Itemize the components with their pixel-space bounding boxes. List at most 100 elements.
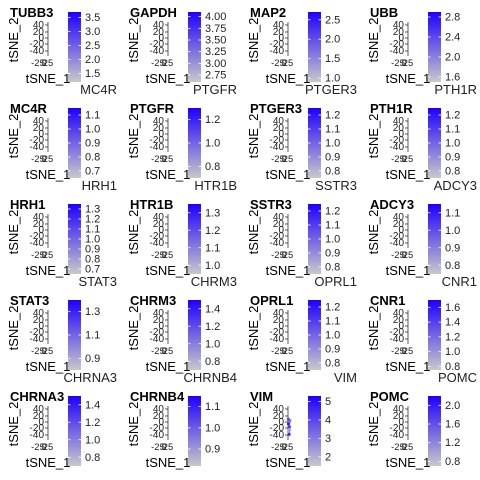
panel-title: POMC: [370, 389, 410, 404]
x-tick-label: -25: [391, 346, 405, 357]
x-tick-label: -25: [271, 442, 285, 453]
y-tick-label: 40: [393, 212, 405, 223]
colorbar-tick-label: 0.8: [85, 254, 100, 266]
y-tick-label: 20: [153, 411, 165, 422]
colorbar-tick-label: 0.8: [205, 356, 220, 368]
y-tick-label: 0: [38, 129, 44, 140]
y-tick-label: 0: [278, 321, 284, 332]
x-tick-label: 0: [401, 442, 406, 453]
x-tick-label: 0: [41, 346, 46, 357]
y-tick-label: -20: [270, 231, 285, 242]
colorbar-tick-label: 1.2: [445, 110, 460, 122]
colorbar-tick-label: 1.4: [445, 317, 460, 329]
colorbar-tick-label: 2.0: [445, 400, 460, 412]
colorbar-tick-label: 1.2: [85, 214, 100, 226]
colorbar: [428, 396, 441, 466]
panel-top-label: MC4R: [80, 82, 117, 97]
x-tick-label: 25: [283, 250, 294, 261]
y-tick-label: -40: [30, 334, 45, 345]
data-point: [287, 425, 292, 429]
colorbar-tick-label: 0.9: [325, 344, 340, 356]
x-tick-label: 0: [161, 442, 166, 453]
x-tick-label: 0: [401, 58, 406, 69]
colorbar: [308, 396, 321, 466]
panel-title: STAT3: [10, 293, 49, 308]
y-tick-label: 40: [153, 404, 165, 415]
y-tick-label: -40: [270, 430, 285, 441]
y-tick-label: 20: [33, 219, 45, 230]
panel-title: MC4R: [10, 101, 47, 116]
panel-top-label: VIM: [334, 370, 357, 385]
colorbar-tick-label: 1.1: [325, 124, 340, 136]
y-tick-label: 0: [38, 225, 44, 236]
panel-title: CHRNB4: [130, 389, 185, 404]
y-tick-label: 20: [393, 315, 405, 326]
colorbar-tick-label: 1.1: [445, 124, 460, 136]
x-axis-label: tSNE_1: [266, 167, 311, 182]
y-tick-label: -40: [150, 430, 165, 441]
x-tick-label: -25: [271, 346, 285, 357]
x-axis-label: tSNE_1: [26, 455, 71, 470]
x-tick-label: 0: [41, 250, 46, 261]
y-tick-label: 0: [38, 321, 44, 332]
x-tick-label: -25: [31, 250, 45, 261]
data-point: [288, 428, 292, 432]
colorbar-tick-label: 3: [325, 433, 331, 445]
x-tick-label: 25: [283, 346, 294, 357]
colorbar-tick-label: 1.2: [205, 321, 220, 333]
y-tick-label: 40: [273, 212, 285, 223]
x-tick-label: 0: [161, 250, 166, 261]
colorbar-tick-label: 1.0: [445, 225, 460, 237]
y-tick-label: -40: [30, 238, 45, 249]
colorbar-tick-label: 1.1: [85, 224, 100, 236]
colorbar-tick-label: 1.2: [205, 225, 220, 237]
y-tick-label: -20: [390, 39, 405, 50]
colorbar-tick-label: 1.0: [85, 234, 100, 246]
colorbar-tick-label: 0.7: [85, 166, 100, 178]
colorbar-tick-label: 1.2: [85, 417, 100, 429]
x-tick-label: 0: [401, 250, 406, 261]
y-tick-label: -40: [270, 46, 285, 57]
x-axis-label: tSNE_1: [26, 71, 71, 86]
y-tick-label: -40: [150, 46, 165, 57]
y-tick-label: 20: [393, 411, 405, 422]
panel-top-label: OPRL1: [314, 274, 357, 289]
y-tick-label: 0: [38, 417, 44, 428]
x-tick-label: 25: [43, 250, 54, 261]
y-tick-label: -20: [270, 423, 285, 434]
panel-title: TUBB3: [10, 5, 53, 20]
panel-top-label: POMC: [438, 370, 477, 385]
colorbar: [428, 204, 441, 274]
y-axis-label: tSNE_2: [126, 402, 141, 447]
colorbar-tick-label: 1.2: [205, 114, 220, 126]
y-tick-label: 0: [398, 225, 404, 236]
colorbar-tick-label: 1.2: [325, 206, 340, 218]
colorbar-tick-label: 0.9: [85, 244, 100, 256]
y-tick-label: 0: [278, 225, 284, 236]
y-tick-label: 0: [398, 417, 404, 428]
colorbar-tick-label: 0.8: [445, 456, 460, 468]
x-axis-label: tSNE_1: [146, 167, 191, 182]
y-tick-label: -20: [150, 135, 165, 146]
y-tick-label: 40: [393, 308, 405, 319]
colorbar: [428, 108, 441, 178]
y-tick-label: 20: [153, 27, 165, 38]
colorbar: [188, 12, 201, 82]
x-tick-label: -25: [271, 154, 285, 165]
y-tick-label: -20: [150, 327, 165, 338]
colorbar-tick-label: 1.6: [445, 419, 460, 431]
x-axis-label: tSNE_1: [266, 455, 311, 470]
panel-top-label: HTR1B: [194, 178, 237, 193]
panel-ubb: UBBUBBtSNE_240200-20-40-25025tSNE_12.82.…: [366, 0, 477, 86]
colorbar-tick-label: 1.3: [85, 306, 100, 318]
y-tick-label: 40: [153, 212, 165, 223]
y-tick-label: -40: [30, 430, 45, 441]
x-tick-label: 25: [163, 250, 174, 261]
x-axis-label: tSNE_1: [386, 359, 431, 374]
panel-top-label: HRH1: [82, 178, 117, 193]
y-tick-label: 40: [393, 20, 405, 31]
